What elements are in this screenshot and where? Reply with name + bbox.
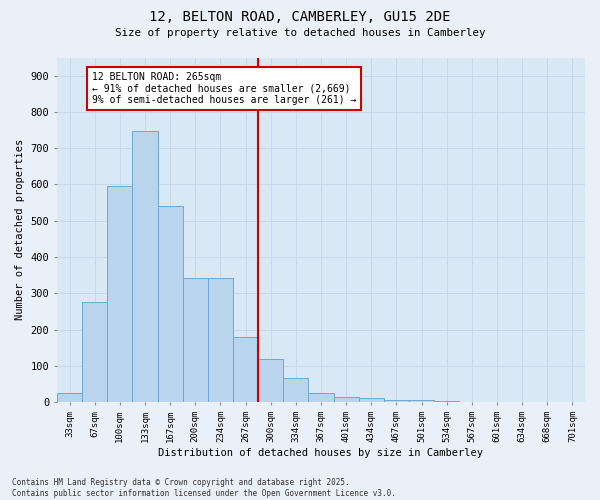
Bar	[434, 401, 459, 402]
Bar	[334, 398, 359, 402]
Text: 12, BELTON ROAD, CAMBERLEY, GU15 2DE: 12, BELTON ROAD, CAMBERLEY, GU15 2DE	[149, 10, 451, 24]
Text: 12 BELTON ROAD: 265sqm
← 91% of detached houses are smaller (2,669)
9% of semi-d: 12 BELTON ROAD: 265sqm ← 91% of detached…	[92, 72, 356, 105]
Bar	[182, 278, 208, 402]
Text: Size of property relative to detached houses in Camberley: Size of property relative to detached ho…	[115, 28, 485, 38]
Bar	[359, 398, 384, 402]
Bar	[133, 131, 158, 402]
Bar	[258, 360, 283, 402]
X-axis label: Distribution of detached houses by size in Camberley: Distribution of detached houses by size …	[158, 448, 484, 458]
Bar	[158, 206, 182, 402]
Bar	[308, 393, 334, 402]
Bar	[57, 393, 82, 402]
Bar	[82, 302, 107, 402]
Bar	[107, 186, 133, 402]
Y-axis label: Number of detached properties: Number of detached properties	[15, 139, 25, 320]
Bar	[384, 400, 409, 402]
Bar	[283, 378, 308, 402]
Bar	[409, 400, 434, 402]
Text: Contains HM Land Registry data © Crown copyright and database right 2025.
Contai: Contains HM Land Registry data © Crown c…	[12, 478, 396, 498]
Bar	[208, 278, 233, 402]
Bar	[233, 337, 258, 402]
